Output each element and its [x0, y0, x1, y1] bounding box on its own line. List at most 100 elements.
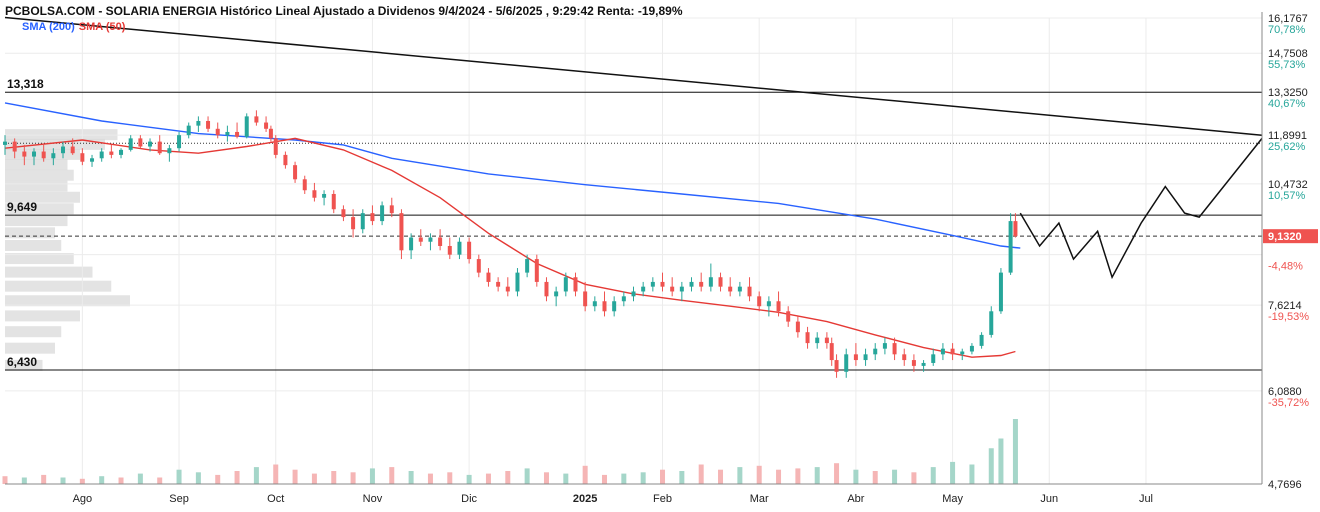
- volume-bar: [814, 467, 820, 484]
- x-tick-label: Oct: [267, 493, 284, 505]
- candle-body: [969, 345, 974, 352]
- candle-body: [824, 337, 829, 344]
- level-label: 6,430: [7, 355, 37, 369]
- volume-bar: [176, 469, 182, 484]
- profile-bar: [5, 326, 62, 338]
- candle-body: [177, 135, 182, 149]
- volume-bar: [427, 473, 433, 484]
- candle-body: [41, 151, 46, 159]
- candle-body: [829, 343, 834, 361]
- volume-bar: [872, 471, 878, 484]
- candle-body: [641, 286, 646, 292]
- volume-bar: [795, 468, 801, 484]
- y-tick-label: 16,1767: [1268, 13, 1308, 25]
- candle-body: [786, 311, 791, 322]
- level-label: 13,318: [7, 77, 44, 91]
- volume-bar: [408, 471, 414, 484]
- volume-bar: [2, 476, 8, 484]
- candle-body: [554, 291, 559, 297]
- volume-bar: [60, 477, 66, 484]
- candles: [3, 110, 1018, 378]
- volume-bar: [892, 469, 898, 484]
- volume-bar: [969, 464, 975, 484]
- candle-body: [1013, 221, 1018, 237]
- candle-body: [815, 337, 820, 344]
- candle-body: [51, 153, 56, 159]
- x-tick-label: Jul: [1139, 493, 1153, 505]
- y-tick-pct: 10,57%: [1268, 190, 1306, 202]
- candle-body: [399, 213, 404, 251]
- x-tick-label: Feb: [653, 493, 672, 505]
- candle-body: [911, 360, 916, 366]
- last-price-label: 9,1320: [1268, 231, 1302, 243]
- x-tick-label: Abr: [847, 493, 864, 505]
- y-tick-pct: -19,53%: [1268, 311, 1309, 323]
- x-tick-label: Ago: [73, 493, 93, 505]
- volume-bar: [834, 463, 840, 484]
- candle-body: [863, 354, 868, 361]
- candle-body: [32, 151, 37, 157]
- candle-body: [699, 281, 704, 287]
- volume-bar: [853, 469, 859, 484]
- candle-body: [268, 128, 273, 139]
- volume-bar: [485, 473, 491, 484]
- profile-bar: [5, 138, 105, 150]
- sma50-line: [4, 137, 1016, 358]
- indicator-lines: [4, 16, 1263, 358]
- candle-body: [235, 131, 240, 137]
- candle-body: [602, 301, 607, 312]
- x-tick-label: Dic: [461, 493, 477, 505]
- candle-body: [940, 348, 945, 355]
- candle-body: [99, 151, 104, 159]
- x-tick-label: 2025: [573, 493, 597, 505]
- candle-body: [583, 291, 588, 307]
- candle-body: [254, 116, 259, 123]
- candle-body: [805, 332, 810, 344]
- candle-body: [447, 245, 452, 255]
- volume-bar: [331, 471, 337, 484]
- candle-body: [670, 286, 675, 292]
- volume-bar: [505, 471, 511, 484]
- candle-body: [612, 301, 617, 312]
- volume-bar: [563, 473, 569, 484]
- candle-body: [138, 138, 143, 147]
- profile-bar: [5, 239, 62, 251]
- profile-bar: [5, 227, 55, 239]
- volume-bar: [998, 438, 1004, 484]
- volume-bar: [911, 472, 917, 484]
- candle-body: [496, 281, 501, 287]
- candle-body: [438, 237, 443, 246]
- y-tick-label: 13,3250: [1268, 87, 1308, 99]
- candle-body: [950, 348, 955, 355]
- volume-bar: [660, 469, 666, 484]
- candle-body: [998, 272, 1003, 312]
- candle-body: [467, 241, 472, 260]
- volume-bar: [776, 469, 782, 484]
- volume-bar: [466, 474, 472, 484]
- profile-bar: [5, 129, 118, 141]
- profile-bar: [5, 191, 80, 203]
- candle-body: [737, 286, 742, 292]
- candle-body: [534, 259, 539, 282]
- profile-bar: [5, 169, 74, 181]
- volume-bars: [2, 419, 1018, 484]
- volume-bar: [950, 461, 956, 484]
- volume-bar: [41, 474, 47, 484]
- candle-body: [380, 205, 385, 222]
- candle-body: [621, 296, 626, 302]
- sma200-line: [4, 102, 1021, 249]
- legend: SMA (200) SMA (50): [22, 21, 129, 33]
- candle-body: [148, 141, 153, 147]
- y-tick-pct: 40,67%: [1268, 98, 1306, 110]
- legend-sma50: SMA (50): [78, 21, 126, 33]
- candle-body: [882, 343, 887, 349]
- candle-body: [22, 151, 27, 157]
- profile-bar: [5, 215, 68, 227]
- y-tick-pct: -35,72%: [1268, 397, 1309, 409]
- candle-body: [244, 116, 249, 137]
- volume-bar: [447, 472, 453, 484]
- candle-body: [757, 296, 762, 307]
- candle-body: [795, 321, 800, 333]
- candle-body: [283, 154, 288, 166]
